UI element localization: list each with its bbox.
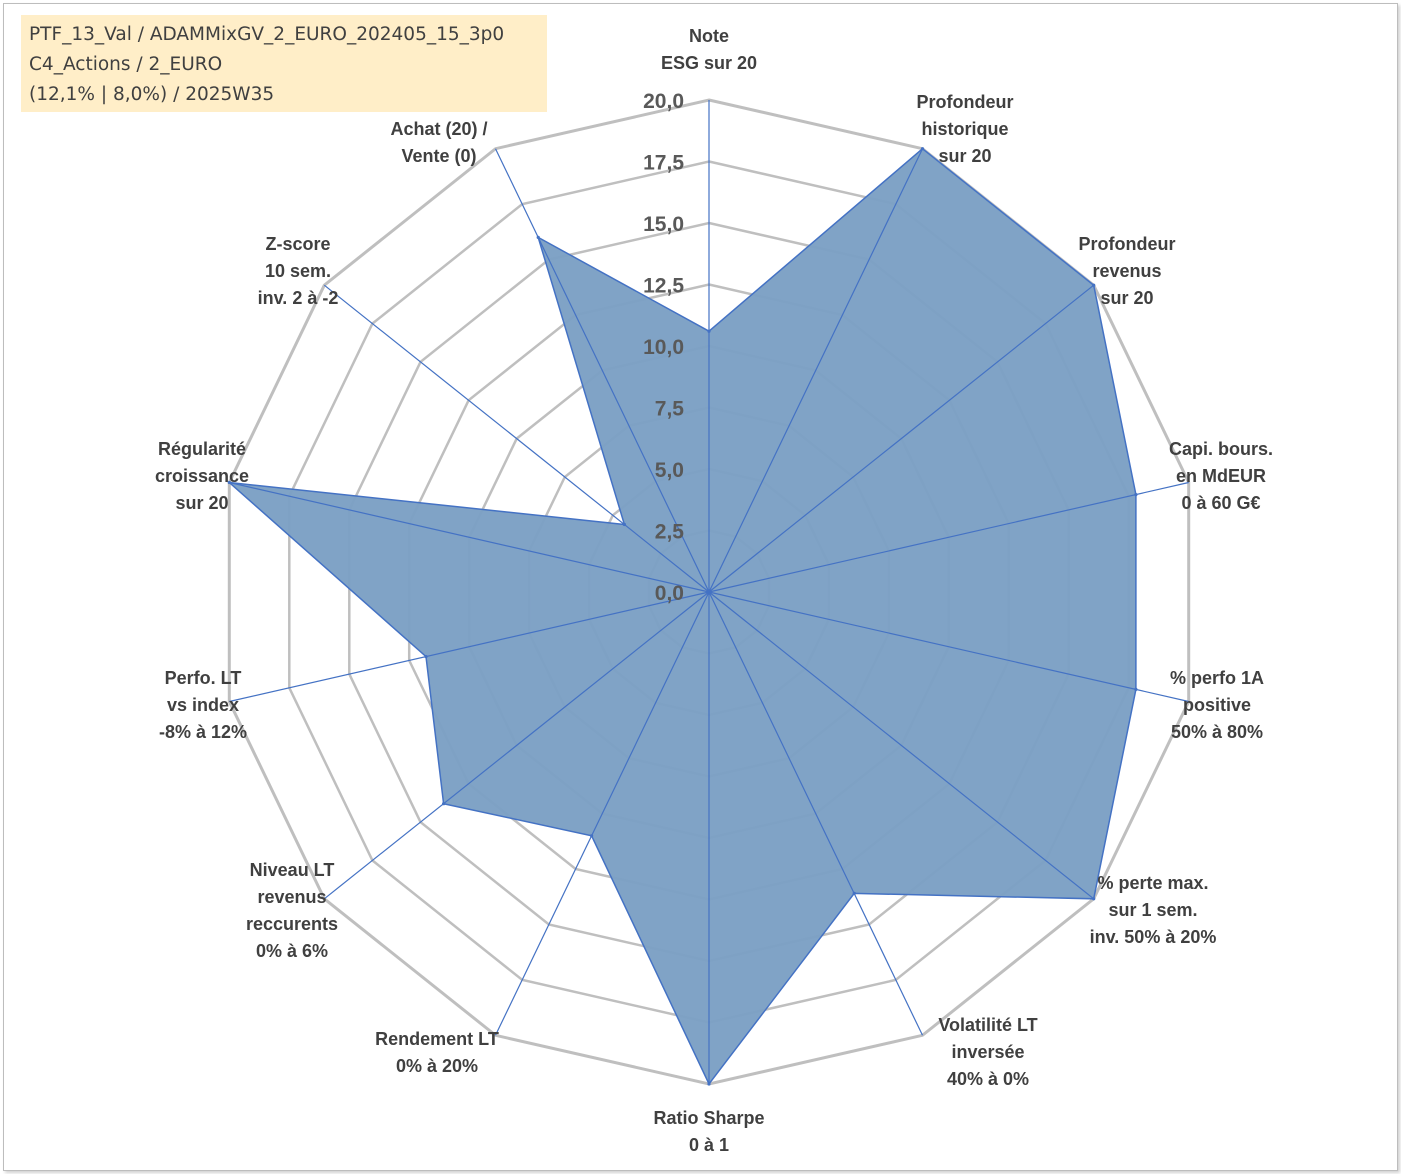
tick-label: 17,5	[643, 152, 684, 175]
axis-label: Perfo. LT vs index -8% à 12%	[159, 668, 247, 742]
axis-label-line: Ratio Sharpe	[653, 1108, 764, 1128]
axis-label-line: croissance	[155, 466, 249, 486]
axis-label: Z-score 10 sem. inv. 2 à -2	[258, 234, 339, 308]
axis-labels: Note ESG sur 20 Profondeur historique sur 20…	[155, 26, 1273, 1155]
tick-label: 20,0	[643, 90, 684, 113]
axis-label-line: Capi. bours.	[1169, 439, 1273, 459]
axis-label-line: sur 20	[175, 493, 228, 513]
radar-spokes	[229, 100, 1189, 1084]
axis-spoke	[494, 148, 710, 593]
axis-label-line: sur 20	[1100, 288, 1153, 308]
axis-label-line: ESG sur 20	[661, 53, 757, 73]
radial-tick-labels: 0,0 2,5 5,0 7,5 10,0 12,5 15,0 17,5 20,0	[643, 90, 684, 605]
axis-spoke	[708, 591, 1189, 703]
axis-spoke	[229, 591, 710, 703]
axis-spoke	[708, 591, 924, 1036]
axis-label-line: Volatilité LT	[938, 1015, 1037, 1035]
tick-label: 15,0	[643, 213, 684, 236]
axis-label: Profondeur revenus sur 20	[1079, 234, 1176, 308]
axis-spoke	[708, 284, 1095, 593]
axis-label-line: Profondeur	[917, 92, 1014, 112]
axis-label-line: Achat (20) /	[390, 119, 487, 139]
axis-spoke	[708, 148, 924, 593]
axis-label-line: Profondeur	[1079, 234, 1176, 254]
stats-line: (12,1% | 8,0%) / 2025W35	[29, 84, 275, 105]
tick-label: 7,5	[655, 398, 685, 421]
axis-spoke	[708, 591, 1095, 900]
axis-label-line: sur 1 sem.	[1108, 900, 1197, 920]
axis-label-line: Vente (0)	[401, 146, 476, 166]
data-point	[227, 480, 231, 485]
axis-label-line: historique	[921, 119, 1008, 139]
axis-label: Niveau LT revenus reccurents 0% à 6%	[246, 860, 338, 961]
axis-label: Volatilité LT inversée 40% à 0%	[938, 1015, 1037, 1089]
axis-label: % perte max. sur 1 sem. inv. 50% à 20%	[1090, 873, 1217, 947]
axis-label-line: reccurents	[246, 914, 338, 934]
axis-label-line: -8% à 12%	[159, 722, 247, 742]
axis-label-line: 10 sem.	[265, 261, 331, 281]
tick-label: 0,0	[655, 582, 684, 605]
portfolio-id-line: PTF_13_Val / ADAMMixGV_2_EURO_202405_15_…	[29, 24, 505, 45]
axis-label-line: 50% à 80%	[1171, 722, 1263, 742]
category-line: C4_Actions / 2_EURO	[29, 54, 223, 75]
axis-label: Profondeur historique sur 20	[917, 92, 1014, 166]
axis-spoke	[708, 481, 1189, 593]
axis-label-line: 0 à 1	[689, 1135, 729, 1155]
axis-label-line: revenus	[257, 887, 326, 907]
axis-spoke	[494, 591, 710, 1036]
axis-label-line: Z-score	[265, 234, 330, 254]
axis-label-line: 0 à 60 G€	[1181, 493, 1260, 513]
axis-label: Régularité croissance sur 20	[155, 439, 249, 513]
axis-label-line: inversée	[951, 1042, 1024, 1062]
axis-label-line: revenus	[1092, 261, 1161, 281]
axis-label-line: 40% à 0%	[947, 1069, 1029, 1089]
tick-label: 12,5	[643, 275, 684, 298]
axis-label-line: en MdEUR	[1176, 466, 1266, 486]
axis-label-line: inv. 2 à -2	[258, 288, 339, 308]
axis-label-line: % perte max.	[1097, 873, 1208, 893]
axis-label: Rendement LT 0% à 20%	[375, 1029, 499, 1076]
tick-label: 10,0	[643, 336, 684, 359]
axis-label: % perfo 1A positive 50% à 80%	[1170, 668, 1264, 742]
axis-label-line: vs index	[167, 695, 239, 715]
tick-label: 2,5	[655, 521, 685, 544]
axis-label-line: Régularité	[158, 439, 246, 459]
axis-label-line: 0% à 6%	[256, 941, 328, 961]
axis-label-line: 0% à 20%	[396, 1056, 478, 1076]
axis-label-line: Niveau LT	[250, 860, 335, 880]
axis-label-line: Rendement LT	[375, 1029, 499, 1049]
portfolio-info-box: PTF_13_Val / ADAMMixGV_2_EURO_202405_15_…	[21, 15, 547, 112]
axis-spoke	[323, 591, 710, 900]
axis-label-line: Note	[689, 26, 729, 46]
axis-label-line: % perfo 1A	[1170, 668, 1264, 688]
axis-spoke	[229, 481, 710, 593]
axis-spoke	[323, 284, 710, 593]
axis-label: Capi. bours. en MdEUR 0 à 60 G€	[1169, 439, 1273, 513]
tick-label: 5,0	[655, 459, 684, 482]
axis-label-line: sur 20	[938, 146, 991, 166]
axis-label-line: inv. 50% à 20%	[1090, 927, 1217, 947]
axis-label-line: Perfo. LT	[165, 668, 242, 688]
axis-label-line: positive	[1183, 695, 1251, 715]
axis-label: Note ESG sur 20	[661, 26, 757, 73]
axis-label: Ratio Sharpe 0 à 1	[653, 1108, 764, 1155]
